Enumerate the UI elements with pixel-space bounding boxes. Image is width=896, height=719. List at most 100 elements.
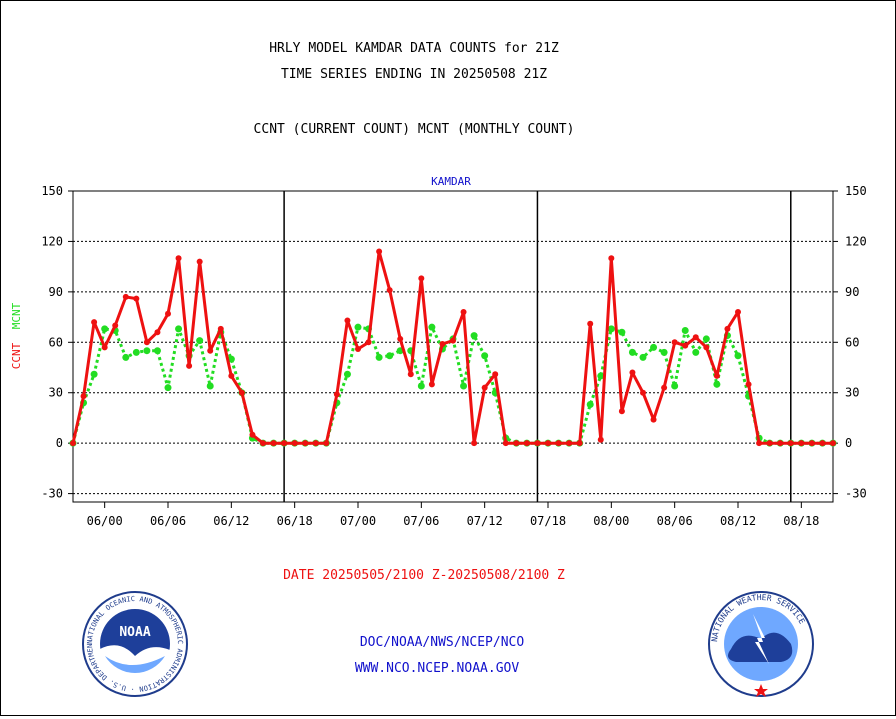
x-tick-label: 08/00 <box>593 514 629 528</box>
noaa-logo-text: NOAA <box>119 625 150 640</box>
data-point-mcnt <box>227 355 235 363</box>
data-point-mcnt <box>375 353 383 361</box>
data-point-ccnt <box>724 325 731 332</box>
data-point-ccnt <box>735 309 741 316</box>
y-tick-label-right: 120 <box>845 234 867 248</box>
data-point-ccnt <box>112 322 119 329</box>
data-point-ccnt <box>766 440 773 447</box>
data-point-ccnt <box>756 440 763 447</box>
data-point-mcnt <box>343 370 351 378</box>
data-point-ccnt <box>819 440 826 447</box>
data-point-mcnt <box>460 382 468 390</box>
data-point-ccnt <box>450 337 456 344</box>
y-tick-label-left: 150 <box>41 184 63 198</box>
data-point-ccnt <box>312 440 319 447</box>
data-point-ccnt <box>355 346 361 353</box>
data-point-ccnt <box>291 440 298 447</box>
data-point-ccnt <box>302 440 309 447</box>
data-point-ccnt <box>629 369 636 376</box>
data-point-ccnt <box>196 258 203 265</box>
x-tick-label: 07/18 <box>530 514 566 528</box>
data-point-ccnt <box>165 310 171 317</box>
data-point-mcnt <box>470 332 478 340</box>
y-tick-label-right: 60 <box>845 335 859 349</box>
data-point-mcnt <box>597 372 605 380</box>
data-point-ccnt <box>481 384 488 391</box>
data-point-ccnt <box>439 340 446 347</box>
data-point-ccnt <box>260 440 266 447</box>
y-tick-label-right: 0 <box>845 436 852 450</box>
data-point-mcnt <box>628 348 636 356</box>
x-tick-label: 08/18 <box>783 514 819 528</box>
y-tick-label-left: 30 <box>49 386 63 400</box>
data-point-mcnt <box>734 352 742 360</box>
data-point-ccnt <box>671 339 678 346</box>
data-point-mcnt <box>618 328 626 336</box>
data-point-mcnt <box>481 352 489 360</box>
data-point-ccnt <box>407 371 414 378</box>
data-point-mcnt <box>143 347 151 355</box>
data-point-mcnt <box>713 380 721 388</box>
data-point-mcnt <box>586 400 594 408</box>
data-point-ccnt <box>460 309 467 316</box>
data-point-mcnt <box>153 347 161 355</box>
data-point-ccnt <box>692 334 699 341</box>
y-tick-label-right: 30 <box>845 386 859 400</box>
data-point-ccnt <box>661 384 668 391</box>
data-point-mcnt <box>607 325 615 333</box>
plot-border <box>72 190 834 503</box>
data-point-ccnt <box>428 381 435 388</box>
data-point-ccnt <box>386 287 393 294</box>
data-point-mcnt <box>702 335 710 343</box>
x-tick-label: 07/12 <box>467 514 503 528</box>
data-point-ccnt <box>618 408 625 415</box>
y-tick-label-left: 60 <box>49 335 63 349</box>
data-point-ccnt <box>682 342 689 349</box>
series-line-ccnt <box>71 250 833 445</box>
data-point-ccnt <box>228 372 235 379</box>
data-point-ccnt <box>576 440 583 447</box>
y-tick-label-right: 150 <box>845 184 867 198</box>
y-axis-right: -30 0 30 60 90 120 150 <box>833 184 867 501</box>
data-point-ccnt <box>566 440 573 447</box>
data-point-ccnt <box>80 393 87 400</box>
data-point-mcnt <box>175 325 183 333</box>
org-path: DOC/NOAA/NWS/NCEP/NCO <box>360 635 525 650</box>
data-point-ccnt <box>830 440 836 447</box>
data-point-mcnt <box>639 353 647 361</box>
data-point-ccnt <box>101 344 108 351</box>
date-range: DATE 20250505/2100 Z-20250508/2100 Z <box>283 568 565 583</box>
x-tick-label: 06/06 <box>150 514 186 528</box>
x-tick-label: 06/18 <box>277 514 313 528</box>
data-point-ccnt <box>143 339 150 346</box>
data-point-ccnt <box>333 391 340 398</box>
data-point-ccnt <box>513 440 520 447</box>
data-point-ccnt <box>798 440 805 447</box>
noaa-logo: NATIONAL OCEANIC AND ATMOSPHERIC ADMINIS… <box>82 591 188 697</box>
y-tick-label-left: 0 <box>56 436 63 450</box>
data-point-ccnt <box>281 440 288 447</box>
y-tick-label-left: 90 <box>49 285 63 299</box>
data-point-ccnt <box>344 317 351 324</box>
data-point-mcnt <box>354 323 362 331</box>
data-point-ccnt <box>587 320 594 327</box>
data-point-mcnt <box>90 370 98 378</box>
y-tick-label-left: 120 <box>41 234 63 248</box>
data-point-ccnt <box>175 255 182 262</box>
data-point-mcnt <box>417 382 425 390</box>
data-point-ccnt <box>365 339 372 346</box>
data-point-ccnt <box>777 440 784 447</box>
data-point-ccnt <box>808 440 815 447</box>
data-point-ccnt <box>207 347 214 354</box>
star-icon <box>754 684 768 697</box>
y-label-ccnt: CCNT <box>10 342 23 369</box>
data-point-ccnt <box>323 440 330 447</box>
data-point-ccnt <box>492 371 499 378</box>
data-point-mcnt <box>206 382 214 390</box>
nws-logo: NATIONAL WEATHER SERVICE <box>708 591 814 697</box>
data-point-ccnt <box>787 440 794 447</box>
data-point-ccnt <box>650 416 657 423</box>
data-point-mcnt <box>386 352 394 360</box>
